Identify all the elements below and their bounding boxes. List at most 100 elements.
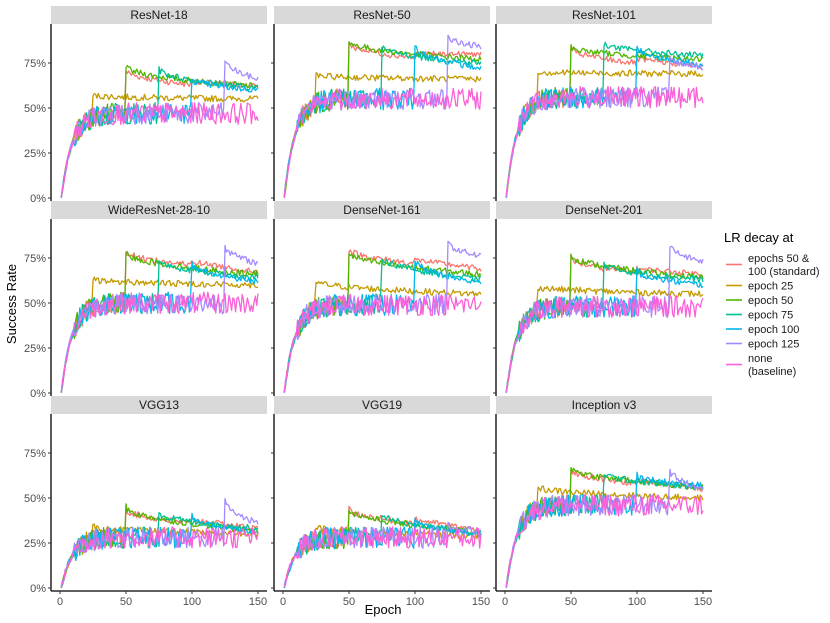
x-tick-label: 50 — [120, 596, 132, 608]
series-line — [283, 87, 482, 199]
y-tick-label: 0% — [30, 388, 46, 400]
series-line — [505, 261, 704, 391]
facet-panel: VGG13 0% 25% 50% 75% 0 50 100 150 — [24, 396, 267, 608]
legend-items: epochs 50 &100 (standard) epoch 25 epoch 5… — [726, 253, 820, 378]
x-tick-label: 50 — [343, 596, 355, 608]
facet-panel: WideResNet-28-10 0% 25% 50% 75% — [24, 201, 267, 400]
legend-label: epochs 50 & — [748, 253, 810, 265]
y-tick-label: 50% — [24, 493, 46, 505]
series-line — [60, 526, 259, 588]
series-line — [60, 260, 259, 393]
legend-item: epoch 75 — [726, 310, 793, 322]
facet-strip — [51, 396, 267, 414]
y-axis-title: Success Rate — [4, 264, 19, 344]
facet-panel: ResNet-18 0% 25% 50% 75% — [24, 6, 267, 205]
legend-item: epoch 100 — [726, 324, 799, 336]
series-line — [505, 473, 704, 588]
y-tick-label: 75% — [24, 448, 46, 460]
x-tick-label: 0 — [502, 596, 508, 608]
facet-strip — [51, 6, 267, 24]
y-tick-label: 25% — [24, 343, 46, 355]
axis-titles: Epoch Success Rate — [4, 264, 401, 617]
series-line — [60, 244, 259, 393]
series-line — [60, 60, 259, 199]
legend-item: none(baseline) — [726, 353, 796, 378]
legend-label: 100 (standard) — [748, 266, 820, 278]
series-line — [283, 293, 482, 392]
facet-strip — [51, 201, 267, 219]
facet-strip — [274, 396, 490, 414]
facet-title: VGG13 — [139, 398, 179, 412]
x-tick-label: 0 — [57, 596, 63, 608]
legend-item: epochs 50 &100 (standard) — [726, 253, 820, 278]
series-line — [505, 295, 704, 392]
series-line — [60, 276, 259, 394]
series-line — [283, 280, 482, 394]
series-line — [60, 251, 259, 392]
series-line — [283, 258, 482, 394]
series-line — [505, 471, 704, 589]
x-tick-label: 100 — [628, 596, 646, 608]
x-tick-label: 50 — [565, 596, 577, 608]
series-line — [60, 251, 259, 392]
y-tick-label: 25% — [24, 148, 46, 160]
facet-panel: VGG19 0 50 100 150 — [271, 396, 490, 608]
y-tick-label: 75% — [24, 58, 46, 70]
facet-title: ResNet-18 — [130, 8, 188, 22]
legend-title: LR decay at — [724, 230, 794, 245]
series-line — [505, 485, 704, 586]
panels: ResNet-18 0% 25% 50% 75% ResNet-50 ResNet-101 W… — [24, 6, 712, 608]
series-line — [505, 85, 704, 196]
series-line — [505, 55, 704, 198]
series-line — [283, 72, 482, 195]
facet-strip — [274, 201, 490, 219]
y-tick-label: 0% — [30, 193, 46, 205]
facet-title: DenseNet-201 — [565, 203, 643, 217]
facet-title: ResNet-50 — [353, 8, 411, 22]
y-tick-label: 75% — [24, 253, 46, 265]
series-line — [283, 260, 482, 391]
y-tick-label: 50% — [24, 103, 46, 115]
facet-title: DenseNet-161 — [343, 203, 421, 217]
series-line — [283, 240, 482, 394]
series-line — [505, 245, 704, 394]
facet-strip — [496, 201, 712, 219]
series-line — [505, 46, 704, 199]
series-line — [60, 102, 259, 199]
facet-strip — [496, 6, 712, 24]
series-line — [60, 291, 259, 394]
x-axis-title: Epoch — [365, 602, 402, 617]
facet-panel: ResNet-101 — [493, 6, 712, 201]
series-line — [283, 526, 482, 588]
legend-label: epoch 75 — [748, 310, 793, 322]
series-line — [60, 92, 259, 197]
series-line — [283, 41, 482, 197]
x-tick-label: 150 — [472, 596, 490, 608]
series-line — [283, 41, 482, 199]
series-line — [283, 253, 482, 393]
y-tick-label: 25% — [24, 538, 46, 550]
x-tick-label: 150 — [694, 596, 712, 608]
series-line — [505, 41, 704, 198]
legend-label: epoch 25 — [748, 281, 793, 293]
legend: LR decay at epochs 50 &100 (standard)epo… — [724, 230, 820, 378]
series-line — [283, 45, 482, 197]
y-tick-label: 50% — [24, 298, 46, 310]
series-line — [505, 44, 704, 199]
facet-title: ResNet-101 — [572, 8, 636, 22]
facet-panel: DenseNet-161 — [271, 201, 490, 396]
facet-panel: DenseNet-201 — [493, 201, 712, 396]
facet-title: WideResNet-28-10 — [108, 203, 210, 217]
x-tick-label: 150 — [249, 596, 267, 608]
legend-label: epoch 125 — [748, 339, 799, 351]
facet-strip — [496, 396, 712, 414]
series-line — [505, 493, 704, 587]
series-line — [283, 45, 482, 197]
y-tick-label: 0% — [30, 583, 46, 595]
facet-panel: Inception v3 0 50 100 150 — [493, 396, 712, 608]
legend-item: epoch 50 — [726, 295, 793, 307]
facet-title: Inception v3 — [572, 398, 637, 412]
series-line — [283, 34, 482, 197]
series-line — [60, 260, 259, 393]
